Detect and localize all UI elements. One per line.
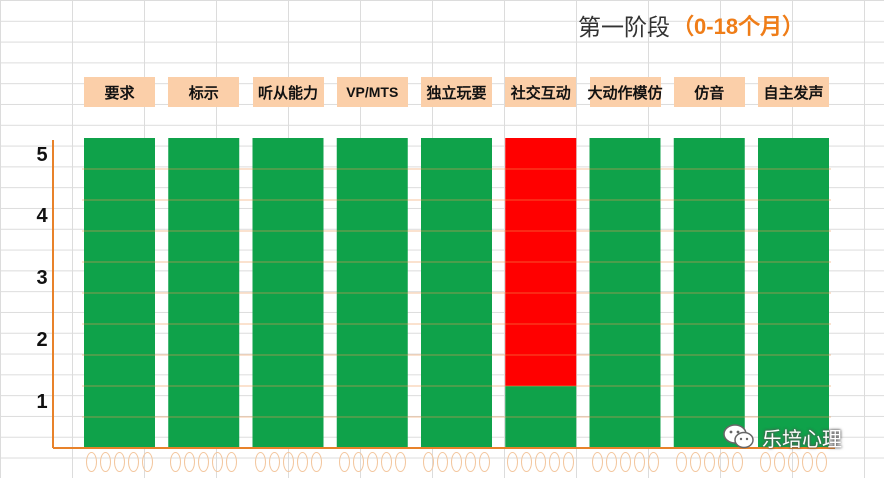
ring bbox=[212, 452, 224, 472]
category-label: 要求 bbox=[84, 77, 155, 107]
ring bbox=[591, 452, 603, 472]
ring bbox=[760, 452, 771, 472]
ring bbox=[423, 452, 434, 472]
ring bbox=[563, 452, 575, 472]
ring bbox=[535, 452, 547, 472]
ring-group bbox=[760, 452, 827, 478]
ring bbox=[717, 452, 729, 472]
y-tick-label: 4 bbox=[36, 205, 48, 227]
ring bbox=[380, 452, 392, 472]
ring bbox=[507, 452, 519, 472]
ring bbox=[282, 452, 294, 472]
ring bbox=[268, 452, 280, 472]
ring-group bbox=[507, 452, 575, 478]
category-label: 自主发声 bbox=[758, 77, 829, 107]
ring bbox=[605, 452, 617, 472]
watermark-text: 乐培心理 bbox=[762, 426, 842, 451]
ring bbox=[816, 452, 827, 472]
ring bbox=[100, 452, 111, 472]
ring bbox=[352, 452, 364, 472]
ring-group bbox=[86, 452, 153, 478]
y-tick-label: 3 bbox=[36, 267, 48, 289]
ring bbox=[788, 452, 799, 472]
ring bbox=[451, 452, 462, 472]
y-tick-label: 2 bbox=[36, 329, 48, 351]
ring bbox=[774, 452, 785, 472]
ring bbox=[366, 452, 378, 472]
ring bbox=[338, 452, 350, 472]
watermark: 乐培心理 bbox=[722, 422, 842, 452]
ring bbox=[184, 452, 196, 472]
ring bbox=[198, 452, 210, 472]
ring bbox=[86, 452, 97, 472]
ring-group bbox=[591, 452, 659, 478]
ring bbox=[802, 452, 813, 472]
ring bbox=[437, 452, 448, 472]
category-label: 听从能力 bbox=[252, 77, 324, 107]
y-tick-label: 5 bbox=[36, 144, 48, 166]
category-label: 仿音 bbox=[673, 77, 745, 107]
ring bbox=[647, 452, 659, 472]
category-label: 标示 bbox=[168, 77, 240, 107]
ring bbox=[142, 452, 153, 472]
ring bbox=[675, 452, 687, 472]
ring bbox=[633, 452, 645, 472]
category-label: 社交互动 bbox=[505, 77, 577, 107]
ring bbox=[549, 452, 561, 472]
ring-group bbox=[338, 452, 406, 478]
ring bbox=[114, 452, 125, 472]
ring bbox=[128, 452, 139, 472]
ring bbox=[394, 452, 406, 472]
ring bbox=[703, 452, 715, 472]
ring bbox=[689, 452, 701, 472]
wechat-icon bbox=[723, 424, 754, 449]
category-label: 大动作模仿 bbox=[588, 77, 663, 107]
ring bbox=[254, 452, 266, 472]
ring bbox=[479, 452, 490, 472]
ring bbox=[619, 452, 631, 472]
ring-group bbox=[423, 452, 490, 478]
ring-group bbox=[254, 452, 322, 478]
ring-group bbox=[170, 452, 238, 478]
ring bbox=[310, 452, 322, 472]
ring bbox=[521, 452, 533, 472]
title-age-range: （0-18个月） bbox=[672, 14, 805, 40]
ring bbox=[465, 452, 476, 472]
category-label: VP/MTS bbox=[336, 77, 408, 107]
ring bbox=[296, 452, 308, 472]
ring-group bbox=[675, 452, 743, 478]
title-text: 第一阶段 bbox=[578, 15, 670, 41]
ring bbox=[226, 452, 238, 472]
y-tick-label: 1 bbox=[36, 391, 48, 413]
ring bbox=[170, 452, 182, 472]
ring bbox=[731, 452, 743, 472]
category-label: 独立玩要 bbox=[421, 77, 492, 107]
chart-title: 第一阶段 （0-18个月） bbox=[578, 8, 804, 42]
